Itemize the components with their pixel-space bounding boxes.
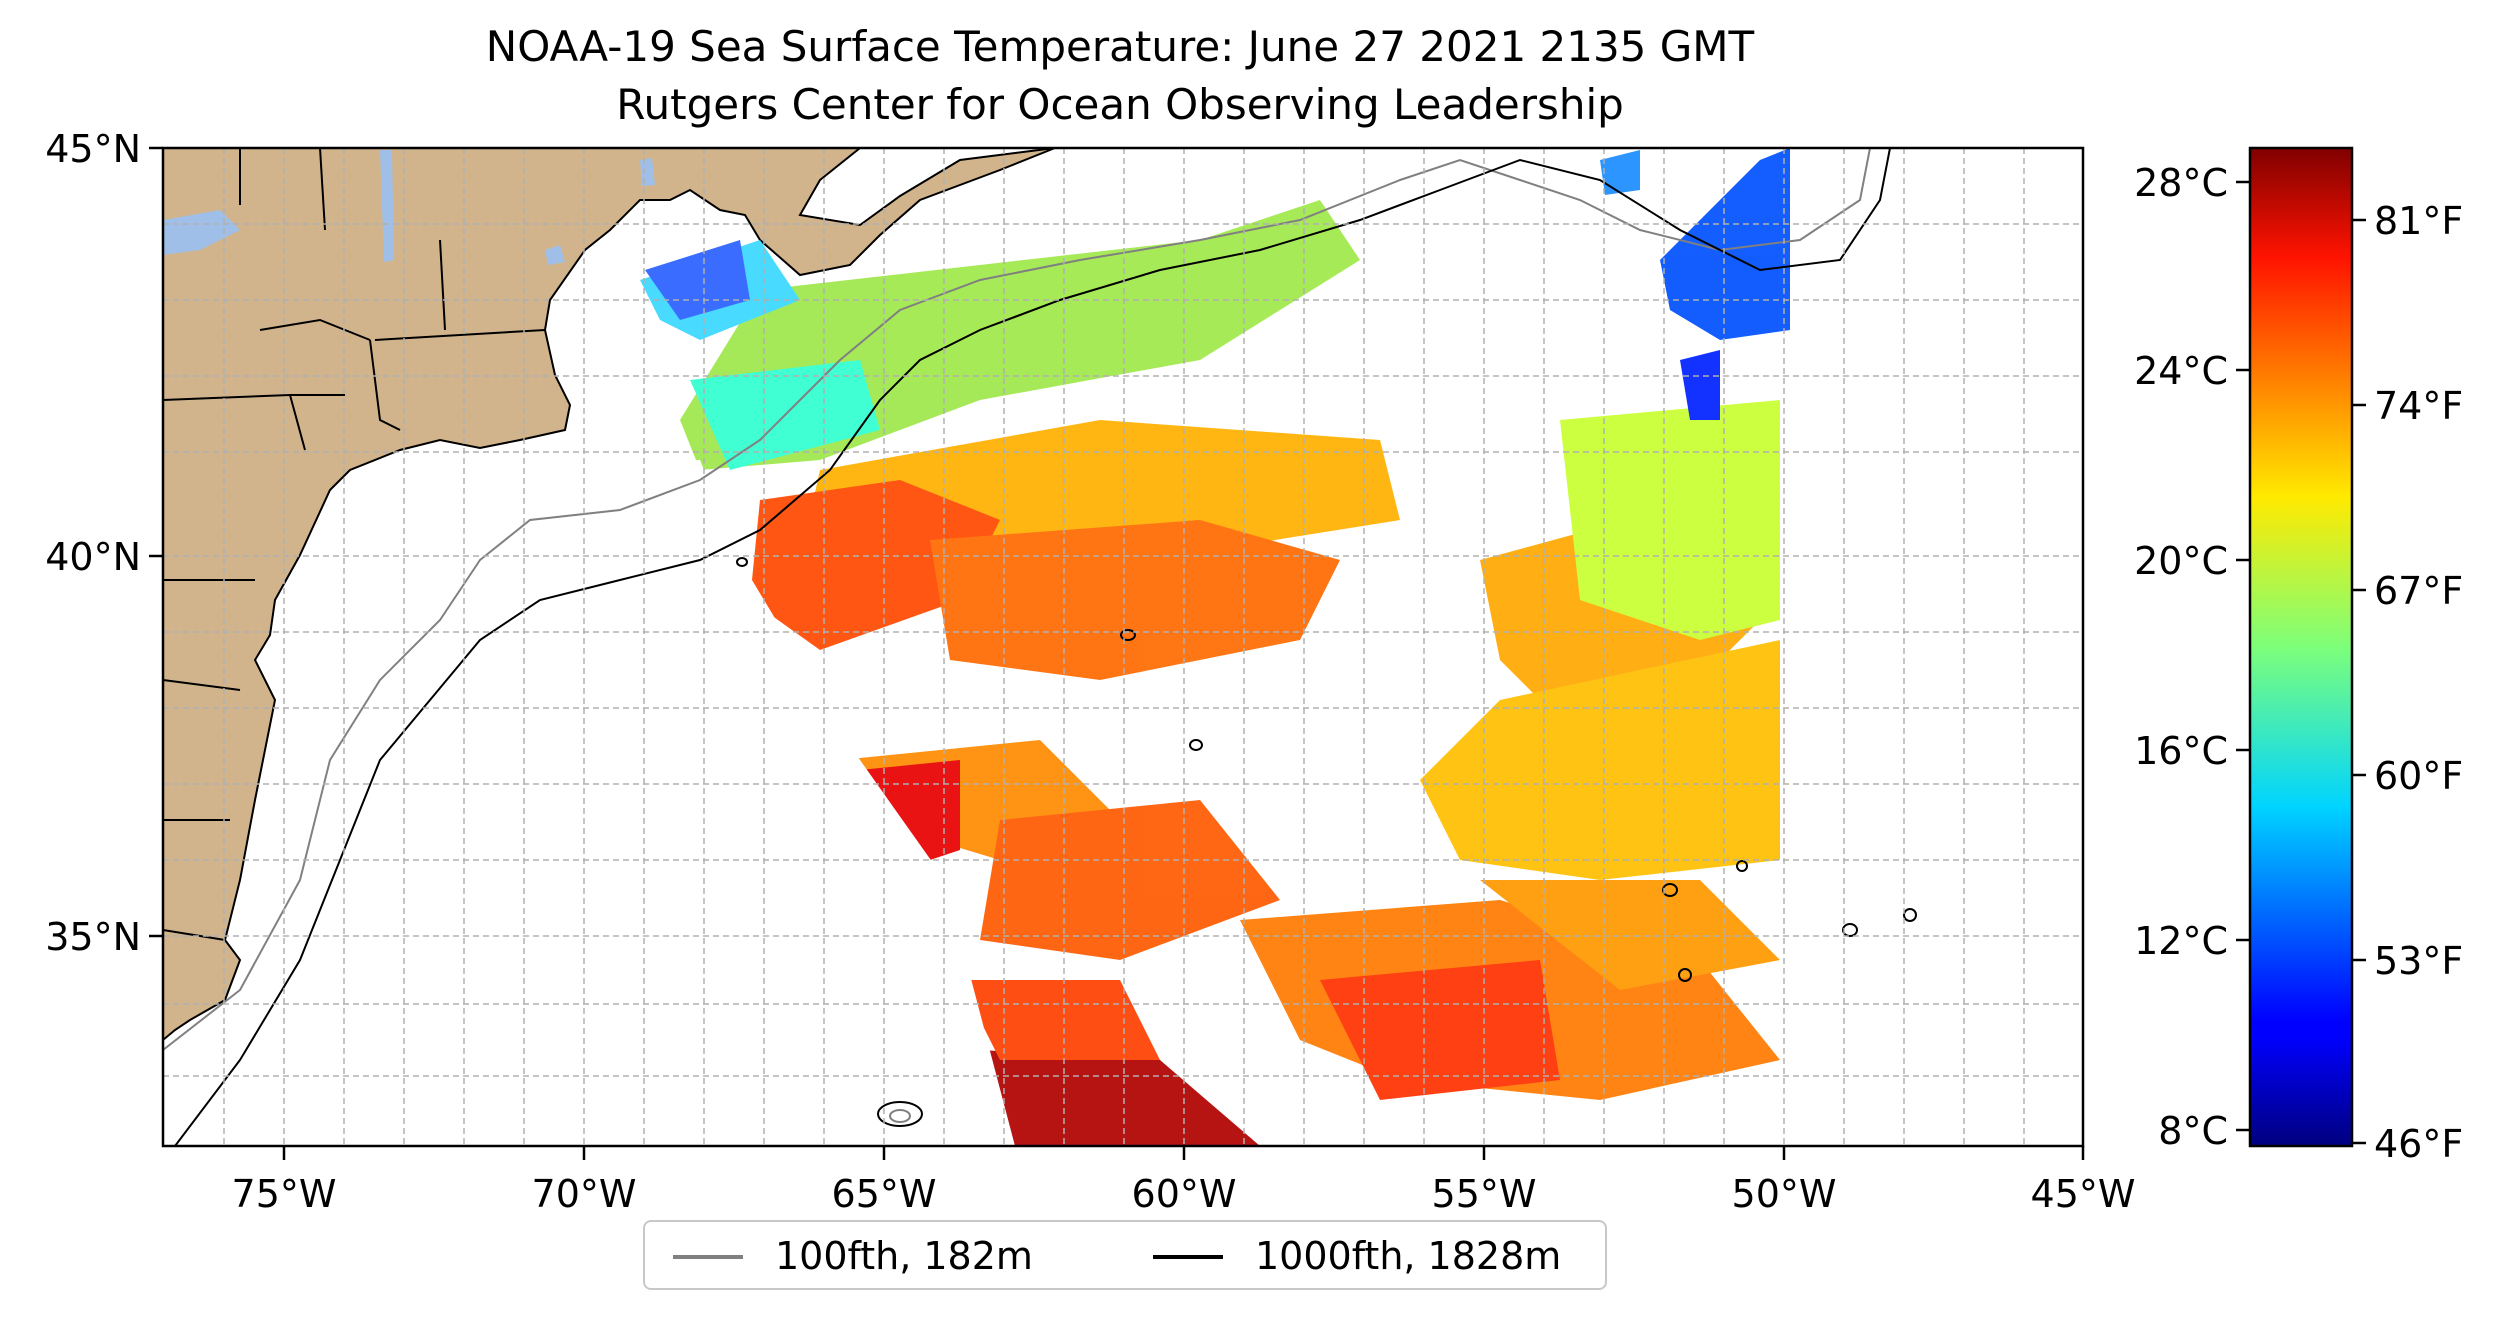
legend-label-100fth: 100fth, 182m	[775, 1234, 1033, 1278]
lake-ontario-edge	[163, 210, 240, 255]
colorbar-ticks	[2236, 180, 2366, 1145]
map-area	[163, 148, 2083, 1146]
tick-marks	[149, 146, 2085, 1160]
lake-winnipesaukee	[545, 245, 565, 265]
lat-label-45n: 45°N	[45, 127, 141, 171]
isobath-100fth	[163, 148, 1871, 1051]
colorbar-c-28: 28°C	[2134, 161, 2228, 205]
colorbar-c-24: 24°C	[2134, 349, 2228, 393]
colorbar-c-16: 16°C	[2134, 729, 2228, 773]
map-subtitle: Rutgers Center for Ocean Observing Leade…	[616, 80, 1624, 129]
lon-label-65w: 65°W	[832, 1172, 937, 1216]
lake-champlain	[380, 150, 394, 262]
colorbar-f-46: 46°F	[2374, 1122, 2463, 1166]
legend-swatch-1000fth	[1153, 1255, 1223, 1259]
colorbar-f-74: 74°F	[2374, 384, 2463, 428]
map-frame	[161, 146, 2085, 1148]
colorbar-f-81: 81°F	[2374, 199, 2463, 243]
colorbar-f-53: 53°F	[2374, 939, 2463, 983]
lon-label-50w: 50°W	[1732, 1172, 1837, 1216]
colorbar-c-8: 8°C	[2158, 1109, 2228, 1153]
lon-label-55w: 55°W	[1432, 1172, 1537, 1216]
sst-imagery	[640, 148, 1790, 1146]
legend: 100fth, 182m 1000fth, 1828m	[643, 1220, 1607, 1290]
legend-label-1000fth: 1000fth, 1828m	[1255, 1234, 1562, 1278]
state-borders	[163, 148, 546, 941]
isobath-1000fth	[174, 148, 1891, 1146]
map-title: NOAA-19 Sea Surface Temperature: June 27…	[485, 22, 1755, 71]
lon-label-60w: 60°W	[1132, 1172, 1237, 1216]
gridlines	[163, 148, 2083, 1146]
legend-swatch-100fth	[673, 1255, 743, 1259]
colorbar-c-20: 20°C	[2134, 539, 2228, 583]
colorbar-f-60: 60°F	[2374, 754, 2463, 798]
lat-label-40n: 40°N	[45, 535, 141, 579]
lat-label-35n: 35°N	[45, 915, 141, 959]
lon-label-45w: 45°W	[2031, 1172, 2136, 1216]
lon-label-75w: 75°W	[232, 1172, 337, 1216]
colorbar-f-67: 67°F	[2374, 569, 2463, 613]
lon-label-70w: 70°W	[532, 1172, 637, 1216]
seamounts	[736, 557, 1917, 1127]
colorbar-c-12: 12°C	[2134, 919, 2228, 963]
colorbar	[2248, 146, 2354, 1148]
